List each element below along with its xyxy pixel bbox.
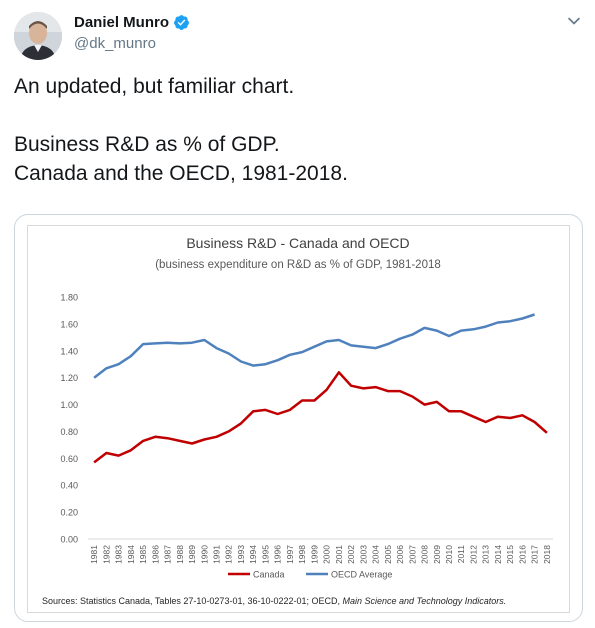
x-tick-label: 2013 — [481, 545, 491, 564]
x-tick-label: 1984 — [126, 545, 136, 564]
y-tick-label: 1.40 — [60, 346, 78, 356]
x-tick-label: 1991 — [211, 545, 221, 564]
x-tick-label: 1989 — [187, 545, 197, 564]
x-tick-label: 1993 — [236, 545, 246, 564]
y-tick-label: 0.40 — [60, 481, 78, 491]
avatar-photo — [14, 12, 62, 60]
x-tick-label: 1981 — [89, 545, 99, 564]
author-name-row: Daniel Munro — [74, 14, 190, 31]
chart-subtitle: (business expenditure on R&D as % of GDP… — [155, 259, 441, 271]
avatar[interactable] — [14, 12, 62, 60]
x-tick-label: 2018 — [542, 545, 552, 564]
legend-label-canada: Canada — [253, 570, 285, 580]
x-tick-label: 2012 — [468, 545, 478, 564]
chart-image: Business R&D - Canada and OECD (business… — [27, 225, 570, 613]
legend-label-oecd-average: OECD Average — [331, 570, 392, 580]
x-tick-label: 2004 — [371, 545, 381, 564]
x-tick-label: 1998 — [297, 545, 307, 564]
y-tick-label: 1.20 — [60, 373, 78, 383]
x-tick-label: 1994 — [248, 545, 258, 564]
x-tick-label: 1986 — [150, 545, 160, 564]
x-tick-label: 2009 — [432, 545, 442, 564]
x-tick-label: 1992 — [224, 545, 234, 564]
series-line-canada — [93, 371, 548, 464]
y-tick-label: 1.60 — [60, 319, 78, 329]
y-tick-label: 1.80 — [60, 293, 78, 303]
y-tick-label: 0.60 — [60, 454, 78, 464]
x-tick-label: 2010 — [444, 545, 454, 564]
x-tick-label: 2016 — [517, 545, 527, 564]
line-chart: Business R&D - Canada and OECD (business… — [42, 235, 553, 606]
display-name[interactable]: Daniel Munro — [74, 14, 170, 31]
user-handle[interactable]: @dk_munro — [74, 35, 156, 52]
x-tick-label: 2006 — [395, 545, 405, 564]
x-tick-label: 2007 — [407, 545, 417, 564]
x-tick-label: 2017 — [530, 545, 540, 564]
x-tick-label: 2008 — [420, 545, 430, 564]
x-tick-label: 2005 — [383, 545, 393, 564]
x-tick-label: 1997 — [285, 545, 295, 564]
verified-badge-icon — [174, 15, 189, 30]
x-tick-label: 1982 — [101, 545, 111, 564]
x-tick-label: 1999 — [309, 545, 319, 564]
y-tick-label: 0.00 — [60, 535, 78, 545]
y-tick-label: 0.20 — [60, 508, 78, 518]
x-tick-label: 2011 — [456, 545, 466, 564]
x-tick-label: 1995 — [260, 545, 270, 564]
x-tick-label: 1996 — [273, 545, 283, 564]
x-tick-label: 2000 — [322, 545, 332, 564]
x-tick-label: 2001 — [334, 545, 344, 564]
tweet-text: An updated, but familiar chart. Business… — [14, 75, 348, 185]
x-tick-label: 1990 — [199, 545, 209, 564]
x-tick-label: 2003 — [358, 545, 368, 564]
x-tick-label: 2015 — [505, 545, 515, 564]
media-card[interactable]: Business R&D - Canada and OECD (business… — [14, 214, 583, 622]
x-tick-label: 2002 — [346, 545, 356, 564]
x-tick-label: 1987 — [163, 545, 173, 564]
chart-source-note: Sources: Statistics Canada, Tables 27-10… — [42, 596, 506, 606]
x-tick-label: 1983 — [114, 545, 124, 564]
series-line-oecd-average — [93, 313, 535, 379]
x-tick-label: 2014 — [493, 545, 503, 564]
chevron-down-icon[interactable] — [567, 14, 581, 28]
y-tick-label: 0.80 — [60, 427, 78, 437]
x-tick-label: 1988 — [175, 545, 185, 564]
y-tick-label: 1.00 — [60, 400, 78, 410]
chart-title: Business R&D - Canada and OECD — [186, 235, 409, 251]
x-tick-label: 1985 — [138, 545, 148, 564]
